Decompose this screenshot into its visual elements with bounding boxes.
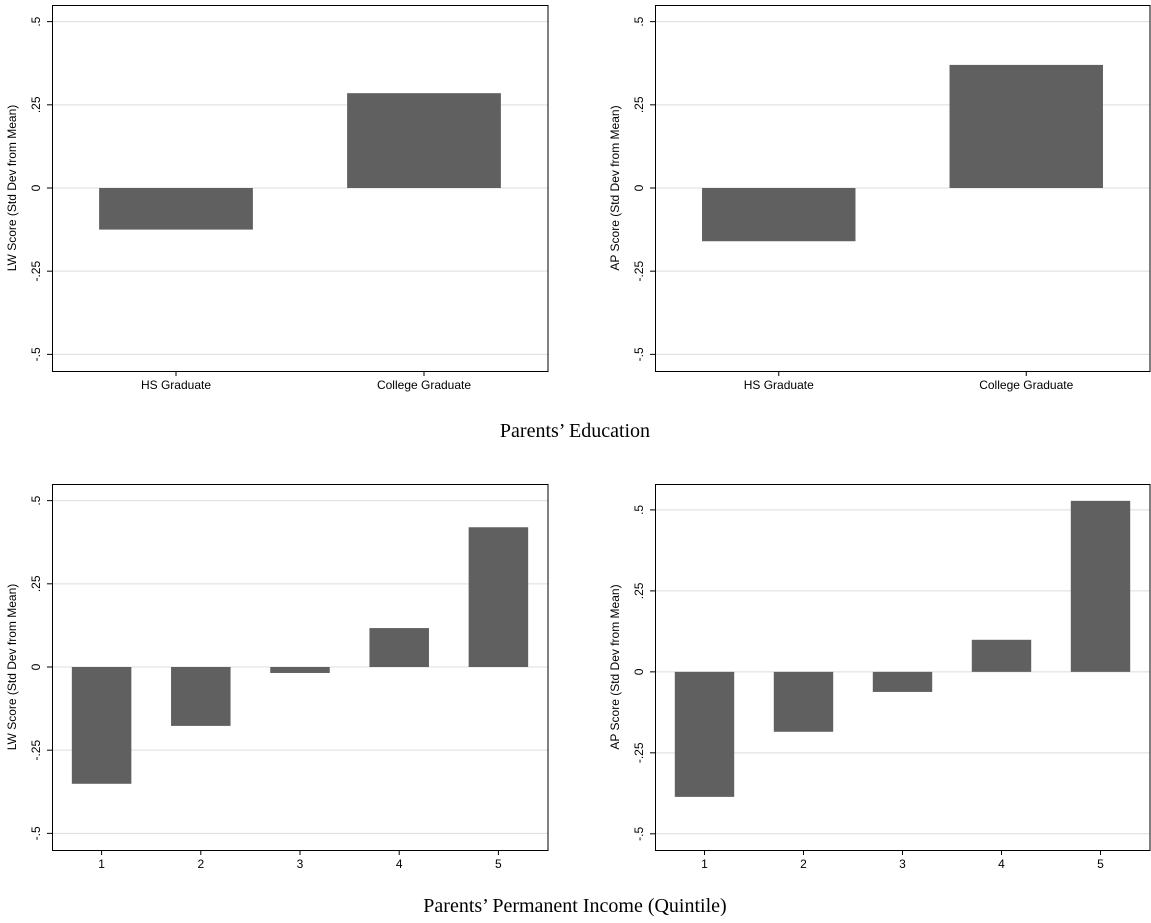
y-axis-label: AP Score (Std Dev from Mean) [608, 584, 622, 749]
bar [468, 527, 529, 667]
bar [1070, 500, 1131, 672]
plot-frame [52, 484, 549, 851]
y-tick-label: .5 [29, 16, 43, 26]
y-tick-label: 0 [29, 663, 43, 670]
y-tick-label: 0 [632, 184, 646, 191]
bar [171, 667, 231, 726]
y-tick-label: -.25 [29, 261, 43, 282]
y-tick-label: 0 [29, 184, 43, 191]
x-tick-label: 1 [98, 857, 105, 871]
bar [674, 671, 735, 797]
y-tick-label: -.5 [29, 826, 43, 840]
x-tick-label: 2 [197, 857, 204, 871]
bar [369, 628, 429, 667]
x-tick-label: 2 [800, 857, 807, 871]
caption: Parents’ Education [500, 420, 650, 442]
x-tick-label: College Graduate [377, 378, 471, 392]
plot-frame [655, 5, 1151, 372]
y-tick-label: -.25 [632, 742, 646, 763]
bar [773, 671, 834, 732]
bar [971, 639, 1032, 672]
x-tick-label: HS Graduate [141, 378, 211, 392]
bar [347, 93, 501, 188]
bar [702, 188, 856, 242]
x-tick-label: 3 [899, 857, 906, 871]
caption: Parents’ Permanent Income (Quintile) [423, 895, 726, 917]
x-tick-label: 1 [701, 857, 708, 871]
x-tick-label: 3 [297, 857, 304, 871]
x-tick-label: HS Graduate [744, 378, 814, 392]
y-tick-label: .25 [29, 96, 43, 113]
bar [270, 667, 330, 673]
x-tick-label: 4 [396, 857, 403, 871]
y-axis-label: AP Score (Std Dev from Mean) [608, 105, 622, 270]
y-tick-label: -.5 [632, 347, 646, 361]
y-tick-label: .5 [29, 495, 43, 505]
bar [872, 671, 933, 692]
y-tick-label: 0 [632, 668, 646, 675]
bar [71, 667, 132, 784]
y-tick-label: .25 [29, 575, 43, 592]
y-tick-label: .5 [632, 16, 646, 26]
y-axis-label: LW Score (Std Dev from Mean) [5, 584, 19, 751]
x-tick-label: 4 [998, 857, 1005, 871]
y-tick-label: .25 [632, 582, 646, 599]
bar [949, 64, 1103, 188]
y-tick-label: -.5 [632, 826, 646, 840]
plot-frame [655, 484, 1151, 851]
y-tick-label: -.5 [29, 347, 43, 361]
y-tick-label: .25 [632, 96, 646, 113]
x-tick-label: 5 [1097, 857, 1104, 871]
bar [99, 188, 253, 230]
plot-frame [52, 5, 549, 372]
y-tick-label: -.25 [29, 740, 43, 761]
y-axis-label: LW Score (Std Dev from Mean) [5, 105, 19, 272]
x-tick-label: College Graduate [979, 378, 1073, 392]
y-tick-label: -.25 [632, 261, 646, 282]
y-tick-label: .5 [632, 505, 646, 515]
x-tick-label: 5 [495, 857, 502, 871]
